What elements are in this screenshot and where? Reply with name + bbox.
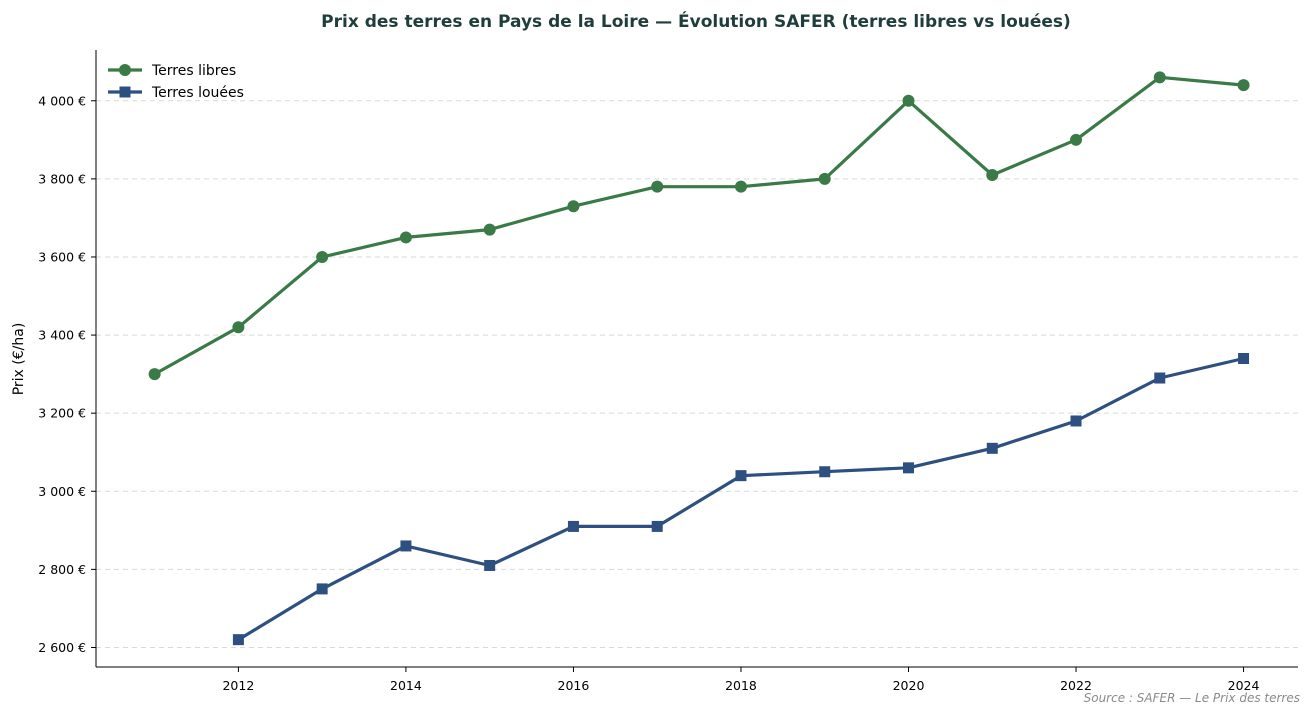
data-point bbox=[903, 462, 915, 474]
data-point bbox=[986, 442, 998, 454]
data-point bbox=[148, 368, 161, 381]
x-tick-label: 2020 bbox=[893, 678, 925, 693]
legend-item: Terres louées bbox=[108, 85, 244, 101]
data-point bbox=[483, 223, 496, 236]
x-tick-label: 2014 bbox=[390, 678, 422, 693]
series-terres-louees bbox=[232, 353, 1250, 646]
tick-labels: 2 600 € 2 800 € 3 000 € 3 200 € 3 400 € 3 600… bbox=[38, 93, 1259, 693]
legend-marker bbox=[119, 86, 131, 98]
y-tick-label: 3 600 € bbox=[38, 249, 86, 264]
data-point bbox=[818, 172, 831, 185]
data-point bbox=[400, 540, 412, 552]
data-point bbox=[1238, 353, 1250, 364]
series-lines bbox=[148, 71, 1250, 646]
series-line bbox=[153, 75, 1246, 376]
data-point bbox=[567, 200, 580, 213]
x-tick-label: 2024 bbox=[1228, 678, 1260, 693]
legend-label: Terres libres bbox=[151, 63, 236, 79]
y-tick-label: 2 600 € bbox=[38, 640, 86, 655]
data-point bbox=[567, 520, 579, 532]
y-tick-label: 3 200 € bbox=[38, 406, 86, 421]
legend-label: Terres louées bbox=[151, 85, 244, 101]
chart-title: Prix des terres en Pays de la Loire — Év… bbox=[321, 10, 1071, 32]
data-point bbox=[1237, 79, 1250, 92]
data-point bbox=[1154, 372, 1166, 384]
x-tick-label: 2012 bbox=[222, 678, 254, 693]
data-point bbox=[232, 321, 245, 334]
data-point bbox=[1153, 71, 1166, 84]
data-point bbox=[986, 168, 999, 181]
series-line bbox=[236, 356, 1246, 642]
data-point bbox=[651, 520, 663, 532]
x-tick-label: 2016 bbox=[558, 678, 590, 693]
data-point bbox=[735, 470, 747, 482]
chart-axes bbox=[91, 50, 1298, 672]
y-tick-label: 3 000 € bbox=[38, 484, 86, 499]
legend: Terres libres Terres louées bbox=[108, 63, 244, 101]
data-point bbox=[484, 559, 496, 571]
data-point bbox=[1070, 133, 1083, 146]
series-terres-libres bbox=[148, 71, 1250, 381]
y-axis-label: Prix (€/ha) bbox=[11, 323, 27, 396]
data-point bbox=[316, 583, 328, 595]
y-tick-label: 2 800 € bbox=[38, 562, 86, 577]
y-tick-label: 3 400 € bbox=[38, 328, 86, 343]
data-point bbox=[734, 180, 747, 193]
data-point bbox=[651, 180, 664, 193]
data-point bbox=[1070, 415, 1082, 427]
legend-item: Terres libres bbox=[108, 63, 236, 79]
data-point bbox=[316, 250, 329, 263]
x-tick-label: 2022 bbox=[1060, 678, 1092, 693]
x-tick-label: 2018 bbox=[725, 678, 757, 693]
y-tick-label: 3 800 € bbox=[38, 171, 86, 186]
legend-marker bbox=[119, 64, 131, 76]
data-point bbox=[399, 231, 412, 244]
data-point bbox=[819, 466, 831, 478]
source-note: Source : SAFER — Le Prix des terres bbox=[1084, 691, 1300, 705]
y-tick-label: 4 000 € bbox=[38, 93, 86, 108]
data-point bbox=[232, 634, 244, 646]
grid-lines bbox=[96, 100, 1298, 648]
data-point bbox=[902, 94, 915, 107]
